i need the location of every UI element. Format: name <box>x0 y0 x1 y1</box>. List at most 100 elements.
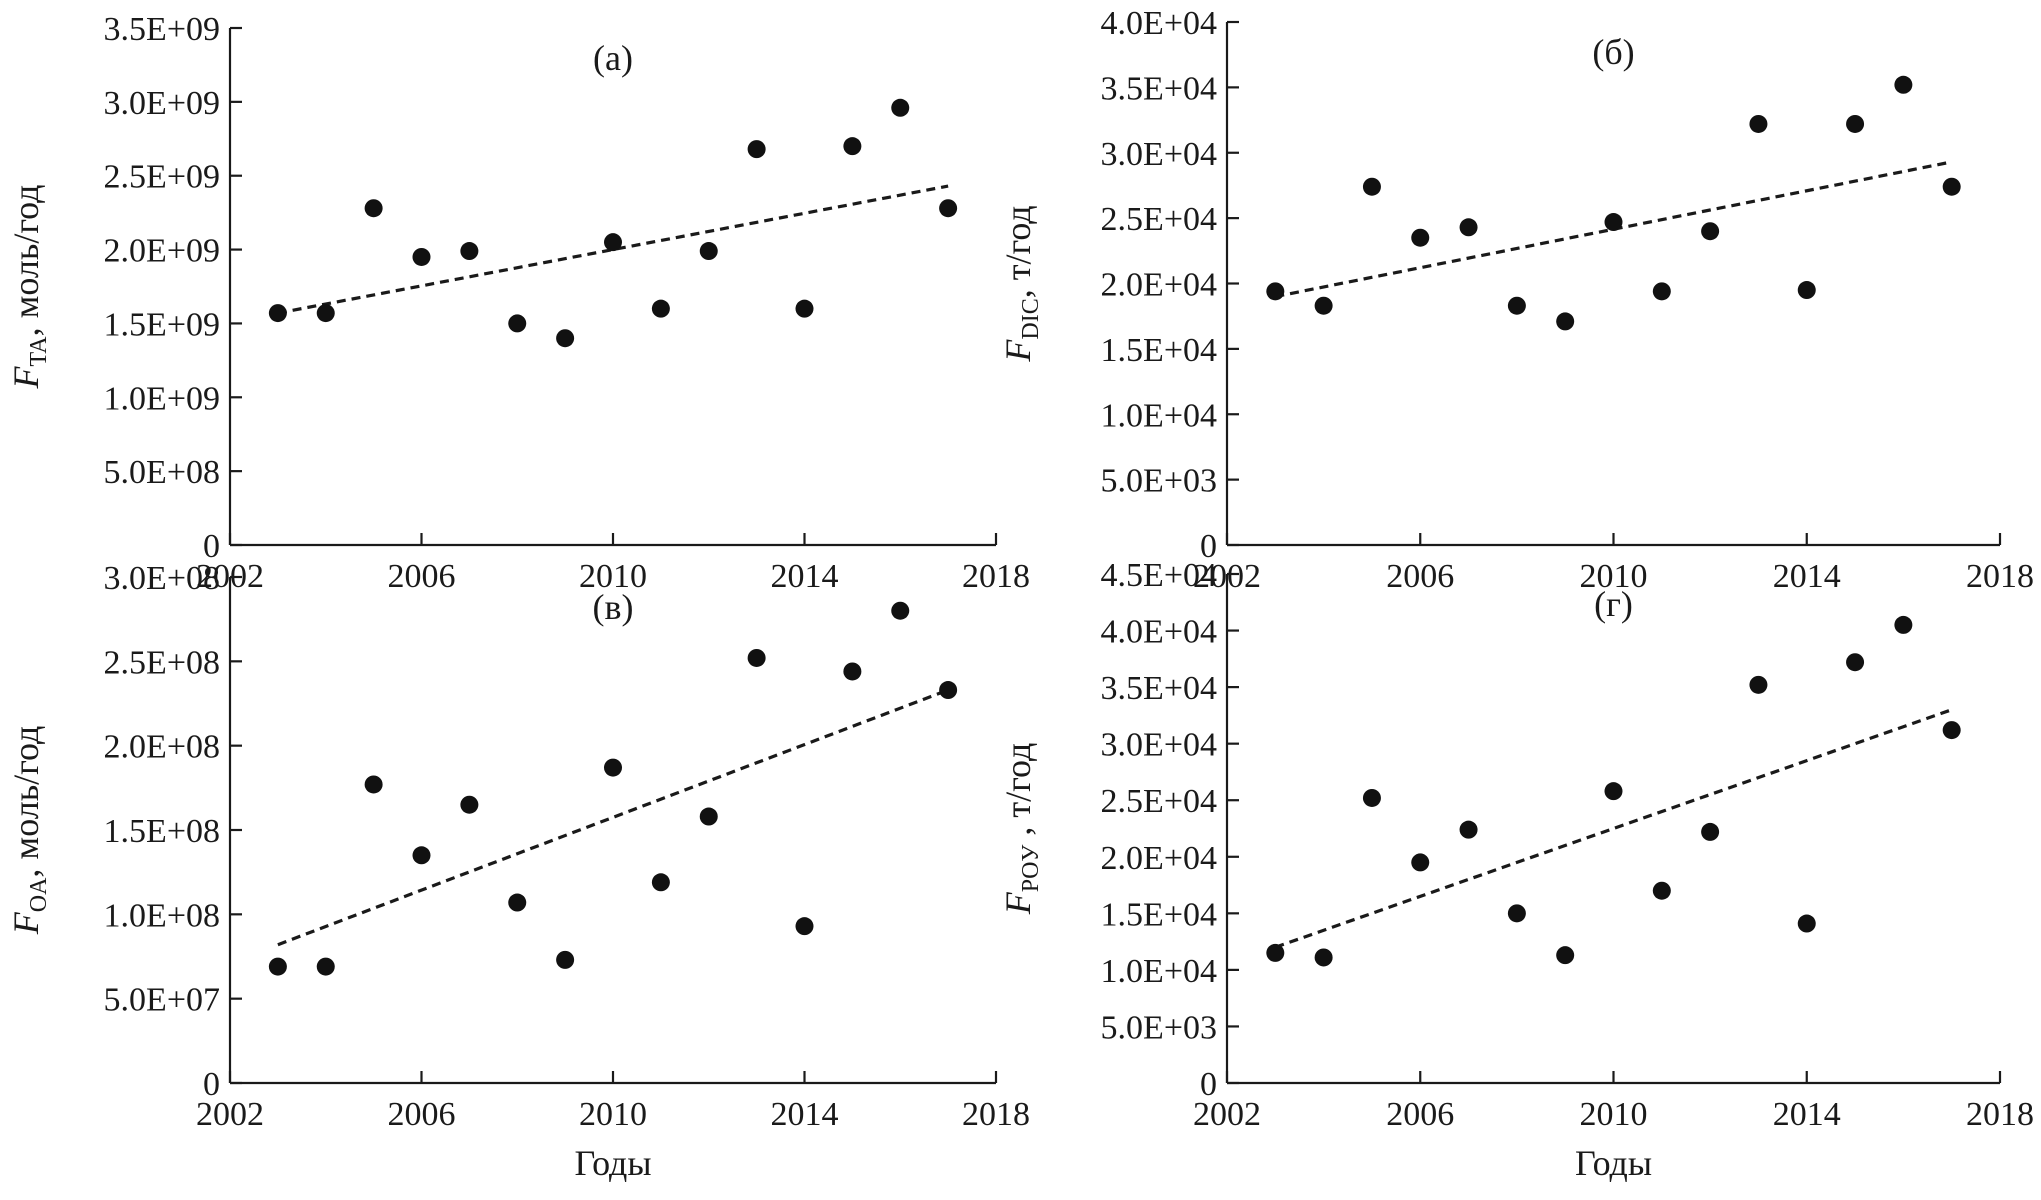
data-point <box>556 329 575 348</box>
x-tick-label: 2006 <box>1386 1096 1454 1133</box>
x-tick-label: 2006 <box>1386 558 1454 595</box>
y-tick-label: 4.0E+04 <box>1101 614 1217 651</box>
y-tick-label: 1.0E+04 <box>1101 397 1217 434</box>
y-title-subscript: DIC <box>1018 298 1044 339</box>
trend-line-a <box>277 184 949 315</box>
data-point <box>1362 177 1381 196</box>
data-point <box>891 98 910 117</box>
y-tick-label: 5.0E+03 <box>1101 463 1217 500</box>
data-point <box>1942 177 1961 196</box>
data-point <box>1604 782 1623 801</box>
y-title-symbol: F <box>998 339 1038 363</box>
y-tick-label: 1.5E+04 <box>1101 332 1217 369</box>
data-point <box>1556 312 1575 331</box>
data-point <box>1894 75 1913 94</box>
data-point <box>1797 281 1816 300</box>
y-title-rest: , т/год <box>998 743 1038 845</box>
data-point <box>412 846 431 865</box>
x-tick-label: 2010 <box>1580 1096 1648 1133</box>
y-tick-label: 1.5E+04 <box>1101 896 1217 933</box>
x-tick-label: 2006 <box>388 1096 456 1133</box>
y-tick-label: 3.5E+04 <box>1101 670 1217 707</box>
y-title-rest: , моль/год <box>6 726 46 878</box>
y-tick-label: 0 <box>1200 528 1217 565</box>
x-axis-title-g: Годы <box>1575 1143 1652 1183</box>
y-title-symbol: F <box>998 891 1038 915</box>
data-point <box>699 242 718 261</box>
x-tick-label: 2018 <box>1966 558 2034 595</box>
trend-line-b <box>1275 160 1952 299</box>
y-tick-label: 5.0E+07 <box>104 982 220 1019</box>
data-point <box>795 299 814 318</box>
data-point <box>1507 904 1526 923</box>
x-tick-label: 2014 <box>1773 1096 1841 1133</box>
data-point <box>508 314 527 333</box>
data-point <box>1314 296 1333 315</box>
y-tick-label: 2.0E+09 <box>104 233 220 270</box>
y-title-rest: , моль/год <box>6 185 46 337</box>
data-point <box>1411 228 1430 247</box>
y-tick-label: 4.5E+04 <box>1101 557 1217 594</box>
x-tick-label: 2010 <box>1580 558 1648 595</box>
y-title-symbol: F <box>6 911 46 935</box>
data-point <box>651 873 670 892</box>
y-tick-label: 1.0E+08 <box>104 897 220 934</box>
data-point <box>268 304 287 323</box>
y-title-rest: , т/год <box>998 205 1038 298</box>
data-point <box>460 795 479 814</box>
x-tick-label: 2018 <box>962 558 1030 595</box>
y-tick-label: 2.5E+08 <box>104 644 220 681</box>
data-point <box>1652 282 1671 301</box>
x-tick-label: 2014 <box>1773 558 1841 595</box>
data-point <box>1556 946 1575 965</box>
data-point <box>1846 114 1865 133</box>
data-point <box>747 140 766 159</box>
data-point <box>508 893 527 912</box>
data-point <box>1362 788 1381 807</box>
y-title-subscript: OA <box>26 877 52 912</box>
data-point <box>1701 222 1720 241</box>
x-tick-label: 2002 <box>196 1096 264 1133</box>
data-point <box>1459 820 1478 839</box>
data-point <box>316 957 335 976</box>
y-axis-title-b: FDIC, т/год <box>998 205 1044 362</box>
data-point <box>1411 853 1430 872</box>
y-axis-title-v: FOA, моль/год <box>6 726 52 936</box>
y-axis-title-a: FTA, моль/год <box>6 185 52 390</box>
data-point <box>556 950 575 969</box>
data-point <box>364 199 383 218</box>
data-point <box>843 137 862 156</box>
data-point <box>795 917 814 936</box>
y-tick-label: 5.0E+03 <box>1101 1009 1217 1046</box>
y-tick-label: 2.5E+09 <box>104 159 220 196</box>
y-tick-label: 2.0E+08 <box>104 729 220 766</box>
data-point <box>1459 218 1478 237</box>
data-point <box>939 681 958 700</box>
data-point <box>843 662 862 681</box>
panel-g: 0 5.0E+03 1.0E+04 1.5E+04 2.0E+04 2.5E+04 3.0E… <box>998 557 2034 1183</box>
data-point <box>1749 675 1768 694</box>
data-point <box>1266 943 1285 962</box>
data-point <box>1846 653 1865 672</box>
x-tick-label: 2014 <box>771 558 839 595</box>
x-tick-label: 2018 <box>962 1096 1030 1133</box>
y-tick-label: 4.0E+04 <box>1101 5 1217 42</box>
y-tick-label: 0 <box>203 528 220 565</box>
x-tick-label: 2002 <box>1193 1096 1261 1133</box>
data-point <box>747 648 766 667</box>
x-axis-title-v: Годы <box>574 1143 651 1183</box>
y-tick-label: 0 <box>1200 1066 1217 1103</box>
data-point <box>939 199 958 218</box>
y-tick-label: 1.5E+09 <box>104 306 220 343</box>
data-point <box>1604 213 1623 232</box>
x-tick-label: 2018 <box>1966 1096 2034 1133</box>
data-point <box>1701 822 1720 841</box>
x-tick-label: 2010 <box>579 558 647 595</box>
data-point <box>1749 114 1768 133</box>
data-point <box>412 247 431 266</box>
data-point <box>1797 914 1816 933</box>
panel-label-b: (б) <box>1592 32 1634 72</box>
y-tick-label: 2.5E+04 <box>1101 783 1217 820</box>
y-tick-label: 5.0E+08 <box>104 454 220 491</box>
panel-label-g: (г) <box>1594 584 1633 624</box>
